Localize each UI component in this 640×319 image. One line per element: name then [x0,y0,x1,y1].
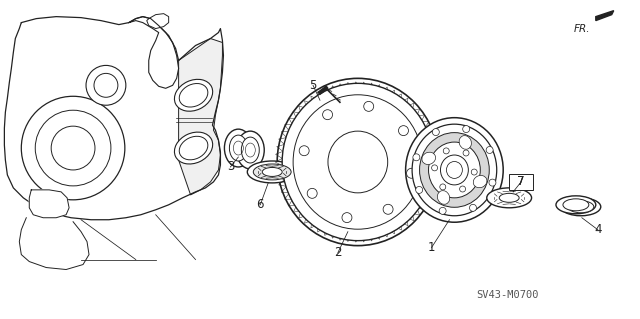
Ellipse shape [262,167,282,176]
Circle shape [413,154,420,161]
Text: 5: 5 [309,79,317,92]
Text: 1: 1 [428,241,435,254]
Ellipse shape [440,155,468,185]
Polygon shape [29,190,69,218]
Ellipse shape [556,196,596,214]
Ellipse shape [225,129,252,167]
Ellipse shape [277,78,438,246]
Ellipse shape [487,188,532,208]
Polygon shape [4,17,223,220]
Text: 4: 4 [594,223,602,236]
Circle shape [489,179,496,186]
Circle shape [440,184,446,190]
Circle shape [21,96,125,200]
Ellipse shape [175,132,212,164]
Text: 2: 2 [334,246,342,259]
Circle shape [35,110,111,186]
Circle shape [444,148,449,154]
Circle shape [470,204,476,211]
Ellipse shape [568,201,594,213]
Circle shape [463,150,469,156]
Text: SV43-M0700: SV43-M0700 [476,290,538,300]
Circle shape [433,129,439,136]
Circle shape [471,169,477,175]
Ellipse shape [429,142,480,198]
Circle shape [299,146,309,156]
Text: FR.: FR. [573,24,590,33]
Ellipse shape [422,152,436,165]
Circle shape [307,188,317,198]
Circle shape [431,165,438,171]
Ellipse shape [241,137,259,163]
Ellipse shape [282,83,433,241]
Text: 3: 3 [227,160,234,174]
Ellipse shape [437,191,450,204]
Ellipse shape [328,131,388,193]
Polygon shape [318,86,328,94]
Ellipse shape [253,164,291,180]
Ellipse shape [561,198,601,216]
Ellipse shape [229,135,247,161]
Ellipse shape [406,118,503,222]
Ellipse shape [236,131,264,169]
FancyBboxPatch shape [509,174,533,190]
Circle shape [460,186,465,192]
Polygon shape [129,17,179,88]
Ellipse shape [247,161,297,183]
Ellipse shape [447,161,462,178]
Circle shape [486,146,493,153]
Ellipse shape [175,79,212,111]
Circle shape [399,126,408,136]
Ellipse shape [412,124,497,216]
Circle shape [439,207,446,214]
Circle shape [383,204,393,214]
Polygon shape [179,39,223,195]
Circle shape [86,65,126,105]
Circle shape [463,126,470,132]
Text: 6: 6 [257,198,264,211]
Text: 7: 7 [517,175,525,189]
Ellipse shape [563,199,589,211]
Circle shape [342,213,352,223]
Ellipse shape [420,133,489,207]
Ellipse shape [473,175,487,188]
Circle shape [364,101,374,111]
Ellipse shape [499,193,519,202]
Polygon shape [147,14,169,29]
Ellipse shape [459,136,472,149]
Circle shape [416,186,422,193]
Circle shape [323,110,333,120]
Text: 7: 7 [517,175,525,189]
Circle shape [406,168,417,178]
Polygon shape [19,218,89,270]
Ellipse shape [293,95,422,229]
Polygon shape [596,11,614,21]
